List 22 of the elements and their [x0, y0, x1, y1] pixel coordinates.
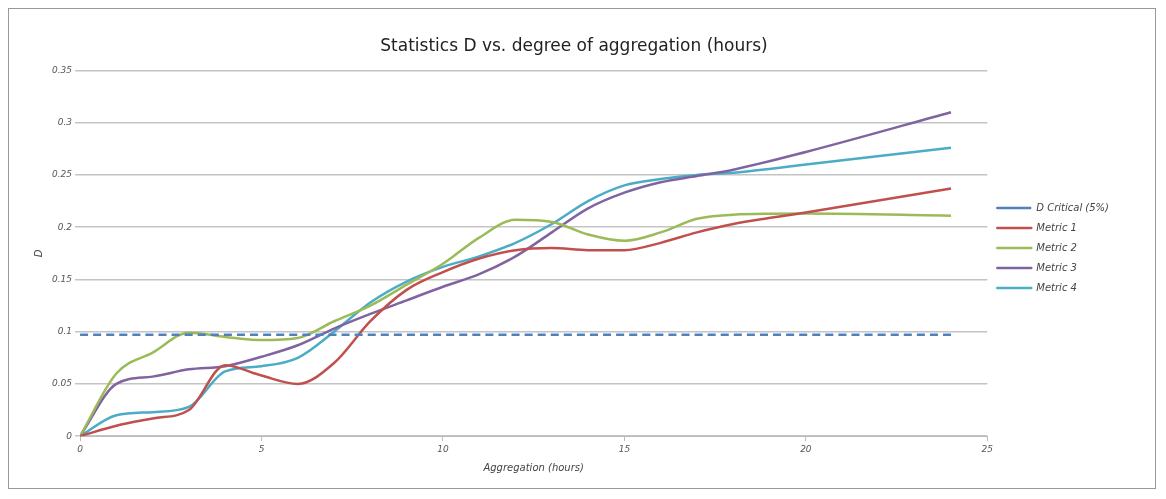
x-axis-title: Aggregation (hours): [482, 461, 584, 473]
x-tick-label: 0: [77, 443, 84, 454]
y-tick-label: 0.2: [57, 221, 73, 232]
y-tick-label: 0.1: [57, 326, 73, 337]
legend-label: D Critical (5%): [1036, 201, 1109, 213]
y-tick-label: 0.3: [57, 117, 73, 127]
y-axis-title: D: [32, 249, 44, 258]
x-tick-label: 10: [437, 443, 449, 454]
x-tick-label: 15: [618, 443, 631, 454]
x-tick-label: 5: [258, 443, 265, 454]
y-tick-label: 0.35: [51, 64, 73, 75]
chart-title: Statistics D vs. degree of aggregation (hours): [380, 34, 768, 55]
legend-label: Metric 3: [1036, 261, 1077, 273]
y-tick-label: 0.15: [51, 273, 73, 284]
y-tick-label: 0.05: [51, 378, 73, 389]
x-tick-label: 25: [981, 443, 994, 454]
legend-label: Metric 4: [1036, 281, 1077, 293]
x-tick-label: 20: [800, 443, 812, 454]
legend-label: Metric 1: [1036, 221, 1077, 233]
legend-label: Metric 2: [1036, 241, 1077, 253]
y-tick-label: 0: [66, 430, 73, 441]
y-tick-label: 0.25: [51, 169, 73, 180]
